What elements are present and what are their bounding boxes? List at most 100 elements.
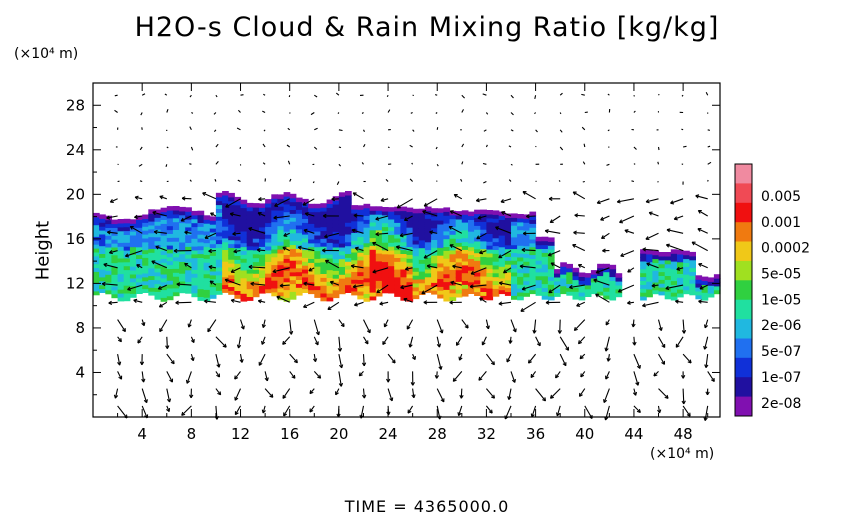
field-cell — [480, 264, 487, 269]
wind-arrowhead — [335, 391, 339, 396]
field-cell — [302, 237, 309, 243]
field-cell — [560, 274, 567, 279]
field-cell — [431, 247, 438, 252]
field-cell — [228, 216, 235, 221]
field-cell — [449, 292, 457, 298]
field-cell — [265, 257, 272, 262]
wind-arrowhead — [141, 378, 146, 383]
field-cell — [375, 206, 383, 211]
wind-arrowhead — [429, 230, 434, 235]
wind-arrowhead — [548, 289, 553, 294]
field-cell — [234, 278, 242, 284]
wind-vector — [421, 284, 438, 295]
wind-arrowhead — [572, 243, 577, 248]
field-cell — [228, 266, 235, 272]
wind-arrowhead — [234, 411, 239, 416]
field-cell — [381, 261, 389, 266]
wind-vector — [619, 215, 635, 224]
field-cell — [566, 283, 573, 288]
wind-arrowhead — [601, 235, 606, 240]
field-cell — [314, 254, 321, 259]
wind-vector — [384, 319, 389, 328]
field-cell — [566, 263, 573, 269]
wind-vector — [361, 112, 364, 114]
wind-vector — [607, 93, 610, 96]
field-cell — [461, 237, 469, 243]
field-cell — [363, 258, 371, 263]
field-cell — [492, 214, 500, 219]
field-cell — [474, 248, 481, 254]
field-cell — [480, 229, 487, 234]
field-cell — [105, 270, 112, 275]
wind-vector — [423, 250, 438, 259]
field-cell — [535, 267, 543, 273]
wind-arrowhead — [108, 300, 113, 306]
field-cell — [265, 238, 272, 243]
wind-vector — [207, 319, 217, 333]
field-cell — [357, 252, 364, 257]
field-cell — [677, 265, 684, 271]
field-cell — [314, 293, 321, 298]
field-cell — [689, 267, 696, 272]
field-cell — [357, 224, 364, 230]
field-cell — [222, 241, 229, 247]
field-cell — [406, 234, 414, 240]
field-cell — [234, 220, 242, 225]
field-cell — [486, 288, 494, 293]
field-cell — [246, 261, 254, 266]
field-cell — [99, 272, 106, 278]
field-cell — [498, 270, 506, 275]
wind-vector — [633, 163, 636, 165]
colorbar-swatch — [735, 164, 752, 184]
field-cell — [136, 227, 143, 232]
field-cell — [363, 254, 371, 259]
field-cell — [486, 225, 494, 231]
field-cell — [172, 206, 180, 211]
field-cell — [609, 292, 617, 297]
wind-arrowhead — [309, 408, 314, 413]
field-cell — [375, 237, 383, 242]
field-cell — [265, 288, 272, 294]
field-cell — [658, 287, 666, 292]
field-cell — [603, 295, 610, 300]
field-cell — [689, 263, 696, 269]
field-cell — [148, 287, 155, 292]
field-cell — [234, 274, 242, 280]
field-cell — [468, 262, 475, 267]
field-cell — [670, 292, 678, 297]
field-cell — [283, 211, 291, 217]
wind-vector — [189, 179, 192, 182]
field-cell — [474, 279, 481, 285]
wind-vector — [578, 336, 586, 345]
field-cell — [338, 200, 346, 205]
field-cell — [492, 241, 500, 247]
wind-vector — [526, 215, 536, 218]
field-cell — [314, 207, 321, 213]
field-cell — [246, 202, 254, 208]
field-cell — [664, 267, 672, 273]
field-cell — [271, 276, 278, 281]
wind-vector — [204, 300, 216, 303]
field-cell — [326, 293, 334, 298]
wind-vector — [117, 405, 128, 419]
field-cell — [504, 213, 512, 218]
field-cell — [320, 269, 328, 274]
field-cell — [406, 227, 414, 232]
field-cell — [437, 282, 444, 287]
field-cell — [338, 227, 346, 232]
field-cell — [529, 223, 537, 228]
field-cell — [277, 287, 285, 293]
field-cell — [400, 272, 408, 278]
field-cell — [394, 288, 401, 293]
field-cell — [111, 258, 119, 264]
field-cell — [332, 243, 340, 248]
field-cell — [363, 297, 371, 302]
field-cell — [455, 226, 463, 232]
field-cell — [523, 272, 530, 278]
colorbar-swatch — [735, 319, 752, 339]
field-cell — [314, 258, 321, 263]
wind-vector — [276, 295, 290, 303]
wind-vector — [498, 250, 512, 259]
field-cell — [566, 279, 573, 284]
